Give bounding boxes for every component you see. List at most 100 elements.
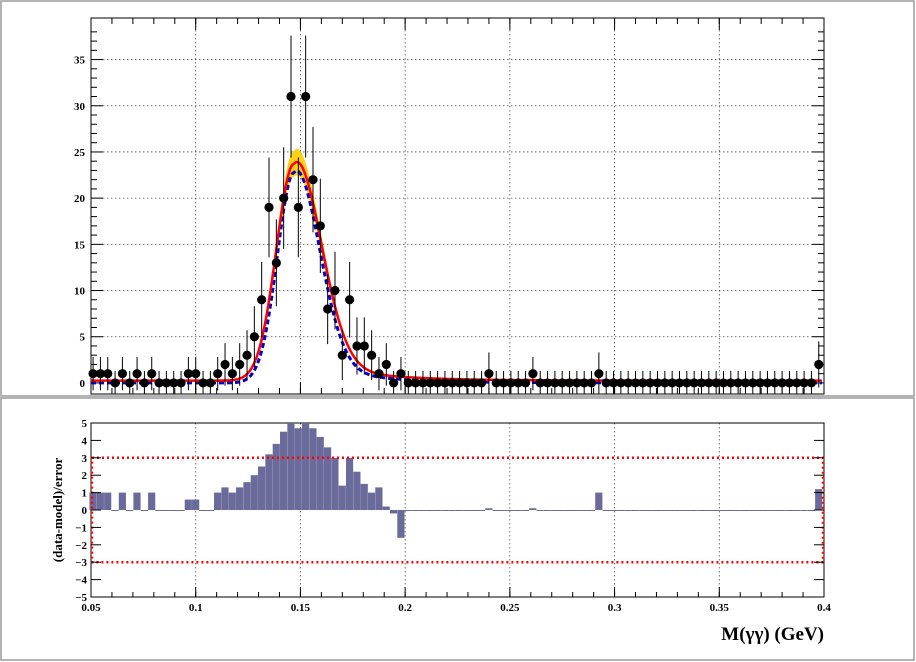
fit-y-tick-label: 0 xyxy=(80,378,86,390)
pull-bar xyxy=(756,510,764,511)
pull-bar xyxy=(353,471,361,510)
pull-y-tick-label: −5 xyxy=(75,592,87,604)
data-points xyxy=(88,35,824,394)
pull-bar xyxy=(345,457,354,510)
pull-bar xyxy=(646,510,654,511)
data-point xyxy=(770,378,780,388)
data-point xyxy=(147,369,157,379)
data-point xyxy=(125,378,135,388)
data-point xyxy=(755,378,765,388)
pull-bar xyxy=(280,431,288,510)
fit-y-tick-label: 20 xyxy=(74,193,86,205)
pull-bar xyxy=(712,510,720,511)
data-point xyxy=(777,378,787,388)
data-point xyxy=(696,378,707,388)
pull-y-tick-label: 0 xyxy=(82,505,88,517)
data-point xyxy=(396,369,406,379)
fit-grid xyxy=(91,18,824,394)
data-point xyxy=(418,378,428,388)
pull-bar xyxy=(536,510,544,511)
data-point xyxy=(381,359,391,370)
pull-bar xyxy=(184,499,192,510)
data-point xyxy=(718,378,729,388)
pull-bar xyxy=(617,510,625,511)
data-point xyxy=(345,295,355,305)
data-point xyxy=(227,369,237,379)
pull-bar xyxy=(375,487,383,510)
pull-x-tick-label: 0.05 xyxy=(81,602,101,614)
data-point xyxy=(374,369,384,379)
data-point xyxy=(330,285,340,296)
pull-bar xyxy=(785,510,793,511)
pull-bar xyxy=(595,492,603,510)
pull-bar xyxy=(631,510,640,511)
pull-bar xyxy=(367,492,376,510)
pull-bar xyxy=(675,510,684,511)
pull-bar xyxy=(243,482,251,510)
data-point xyxy=(411,378,421,388)
data-point xyxy=(286,91,296,102)
pull-bar xyxy=(155,510,163,511)
data-point xyxy=(389,378,399,388)
pull-bar xyxy=(331,457,339,510)
pull-bar xyxy=(301,423,310,510)
data-point xyxy=(279,193,289,203)
pull-bar xyxy=(749,510,757,511)
data-point xyxy=(726,378,736,388)
pull-sigma-bands xyxy=(90,456,825,564)
pull-bar xyxy=(404,510,412,511)
data-point xyxy=(550,378,560,388)
data-point xyxy=(557,378,567,388)
fit-y-tick-label: 5 xyxy=(80,332,86,344)
fit-y-tick-label: 30 xyxy=(74,101,86,113)
pull-bar xyxy=(543,510,552,511)
pull-bar xyxy=(793,510,801,511)
pull-bar xyxy=(199,510,207,511)
data-point xyxy=(784,378,795,388)
data-point xyxy=(513,378,523,388)
pull-bar xyxy=(741,510,749,511)
data-point xyxy=(95,369,106,379)
pull-bar xyxy=(206,510,214,511)
pull-bar xyxy=(477,510,486,511)
pull-bar xyxy=(316,436,324,510)
pull-y-tick-label: 5 xyxy=(82,418,88,430)
data-point xyxy=(667,378,677,388)
data-point xyxy=(498,378,509,388)
pull-bar xyxy=(389,510,398,514)
pull-bar xyxy=(815,489,823,510)
data-point xyxy=(792,378,802,388)
data-point xyxy=(403,378,413,388)
data-point xyxy=(271,258,281,268)
pull-x-tick-label: 0.1 xyxy=(189,602,203,614)
data-point xyxy=(293,202,303,212)
data-point xyxy=(88,369,98,379)
pull-bar xyxy=(287,423,295,510)
pull-x-tick-label: 0.4 xyxy=(817,602,831,614)
data-point xyxy=(183,369,193,379)
data-point xyxy=(469,378,479,388)
pull-bar xyxy=(89,492,97,510)
data-point xyxy=(257,295,267,305)
pull-bar xyxy=(236,487,244,510)
data-point xyxy=(535,378,545,388)
pull-bar xyxy=(734,510,742,511)
pull-bar xyxy=(294,428,302,510)
pull-bar xyxy=(455,510,464,511)
data-point xyxy=(264,202,274,212)
pull-x-tick-label: 0.25 xyxy=(500,602,520,614)
data-point xyxy=(198,378,208,388)
pull-bar xyxy=(771,510,779,511)
data-point xyxy=(425,378,435,388)
data-point xyxy=(586,378,597,388)
pull-y-tick-label: 1 xyxy=(82,488,88,500)
data-point xyxy=(169,378,179,388)
pull-bar xyxy=(96,492,104,510)
data-point xyxy=(154,378,164,388)
data-point xyxy=(579,378,589,388)
data-point xyxy=(711,378,721,388)
data-point xyxy=(645,378,655,388)
data-point xyxy=(220,359,230,370)
pull-bar xyxy=(624,510,632,511)
pull-bar xyxy=(397,510,405,538)
